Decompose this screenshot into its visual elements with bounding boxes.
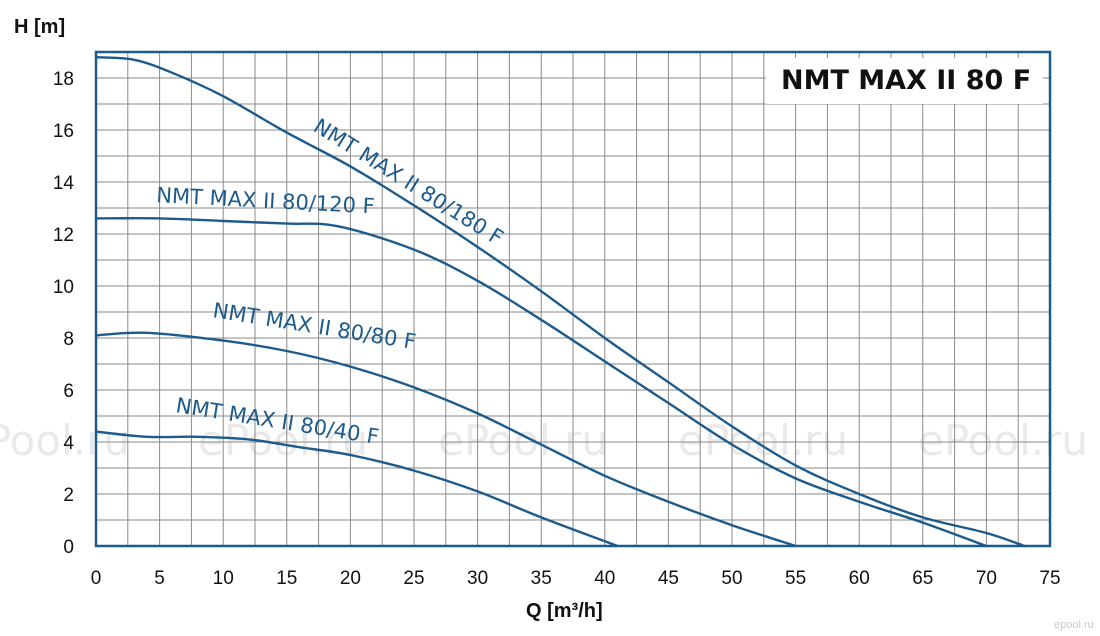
- y-tick-label: 0: [63, 537, 74, 558]
- x-tick-label: 50: [721, 568, 742, 589]
- label-80-120: NMT MAX II 80/120 F: [156, 183, 376, 218]
- x-tick-label: 0: [91, 568, 102, 589]
- watermark-text: ePool.ru: [0, 416, 130, 465]
- watermark-text: ePool.ru: [918, 416, 1088, 465]
- curve-80-40: [94, 430, 619, 548]
- corner-logo: epool.ru: [1054, 619, 1094, 631]
- curve-80-120: [94, 217, 988, 548]
- x-tick-label: 55: [785, 568, 806, 589]
- y-tick-label: 16: [53, 121, 74, 142]
- watermark-layer: ePool.ru ePool.ru ePool.ru ePool.ru ePool.ru: [0, 416, 1088, 465]
- x-tick-label: 60: [849, 568, 870, 589]
- curve-80-180: [94, 56, 1026, 548]
- label-80-80: NMT MAX II 80/80 F: [211, 298, 417, 354]
- y-tick-label: 6: [63, 381, 74, 402]
- plot-frame: [94, 50, 1052, 548]
- watermark-text: ePool.ru: [438, 416, 608, 465]
- x-axis-label: Q [m³/h]: [526, 600, 603, 622]
- y-tick-label: 10: [53, 277, 74, 298]
- title-box: NMT MAX II 80 F: [766, 58, 1043, 104]
- grid-lines: [95, 51, 1051, 547]
- x-tick-label: 45: [658, 568, 679, 589]
- x-tick-label: 35: [531, 568, 552, 589]
- y-tick-label: 12: [53, 225, 74, 246]
- x-tick-label: 15: [276, 568, 297, 589]
- chart-title: NMT MAX II 80 F: [781, 65, 1031, 96]
- watermark-text: ePool.ru: [678, 416, 848, 465]
- curve-80-80: [94, 331, 797, 548]
- x-tick-label: 5: [154, 568, 165, 589]
- y-tick-labels: 0 2 4 6 8 10 12 14 16 18: [53, 69, 75, 558]
- y-tick-label: 14: [53, 173, 75, 194]
- y-tick-label: 2: [63, 485, 74, 506]
- x-tick-label: 10: [213, 568, 234, 589]
- watermark-text: ePool.ru: [198, 416, 368, 465]
- x-tick-label: 25: [403, 568, 424, 589]
- x-tick-label: 70: [976, 568, 997, 589]
- y-tick-label: 4: [63, 433, 74, 454]
- y-tick-label: 18: [53, 69, 74, 90]
- performance-curves: [94, 56, 1026, 548]
- x-tick-label: 65: [912, 568, 933, 589]
- x-tick-labels: 0 5 10 15 20 25 30 35 40 45 50 55 60 65 70 75: [91, 568, 1061, 589]
- x-tick-label: 30: [467, 568, 488, 589]
- y-axis-label: H [m]: [14, 16, 65, 38]
- x-tick-label: 20: [340, 568, 361, 589]
- x-tick-label: 75: [1039, 568, 1060, 589]
- y-tick-label: 8: [63, 329, 74, 350]
- x-tick-label: 40: [594, 568, 615, 589]
- title-box-background: [766, 58, 1043, 104]
